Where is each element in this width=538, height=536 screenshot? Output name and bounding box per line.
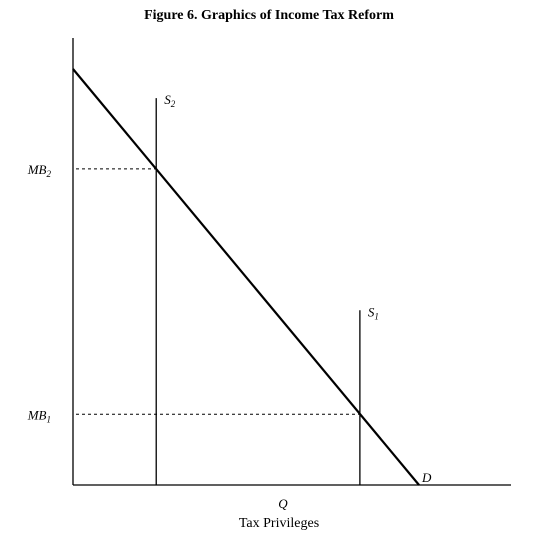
x-axis-symbol: Q [278, 496, 288, 511]
supply-label-s2: S2 [164, 92, 176, 109]
mb-label-1: MB1 [27, 407, 51, 424]
x-axis-label: Tax Privileges [239, 516, 319, 531]
supply-label-s1: S1 [368, 304, 379, 321]
demand-label: D [421, 470, 432, 485]
mb-label-2: MB2 [27, 162, 52, 179]
plot-area: MB2 MB1 S2 S1 D [27, 38, 511, 486]
demand-line [72, 68, 420, 486]
chart-title: Figure 6. Graphics of Income Tax Reform [144, 8, 394, 23]
